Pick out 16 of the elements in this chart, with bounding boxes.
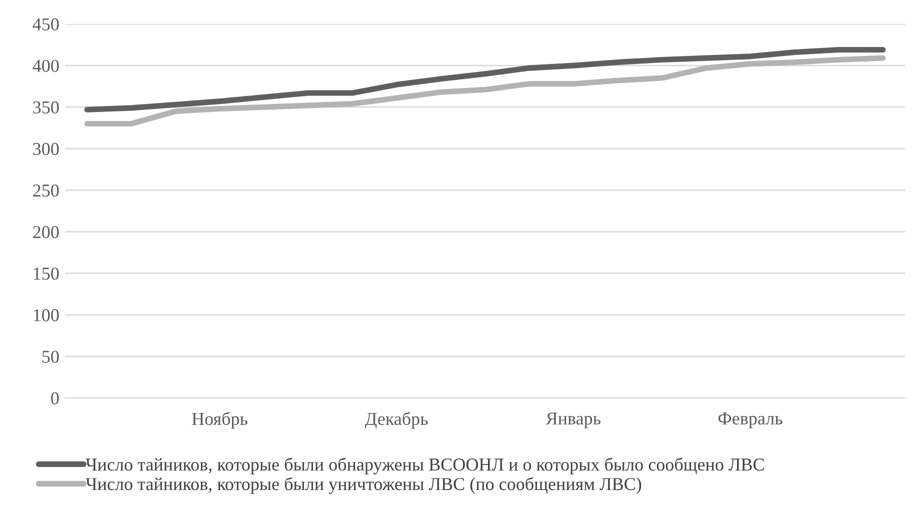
x-tick-label: Ноябрь xyxy=(192,412,248,429)
y-tick-label: 200 xyxy=(33,226,59,238)
y-tick-label: 250 xyxy=(33,184,59,197)
x-tick-label: Январь xyxy=(546,412,600,428)
y-tick-label: 450 xyxy=(32,18,59,30)
y-tick-label: 50 xyxy=(42,350,59,363)
y-tick-label: 400 xyxy=(32,60,59,72)
y-tick-label: 150 xyxy=(34,268,59,280)
x-tick-label: Февраль xyxy=(718,412,782,428)
legend-label: Число тайников, которые были уничтожены ЛВС (по сообщениям ЛВС) xyxy=(86,477,642,494)
y-tick-label: 0 xyxy=(51,392,59,404)
y-tick-label: 300 xyxy=(33,142,59,156)
y-tick-label: 100 xyxy=(34,309,59,322)
y-tick-label: 350 xyxy=(33,101,59,114)
x-tick-label: Декабрь xyxy=(364,412,428,429)
legend-label: Число тайников, которые были обнаружены ВСООНЛ и о которых было сообщено ЛВС xyxy=(86,458,764,474)
